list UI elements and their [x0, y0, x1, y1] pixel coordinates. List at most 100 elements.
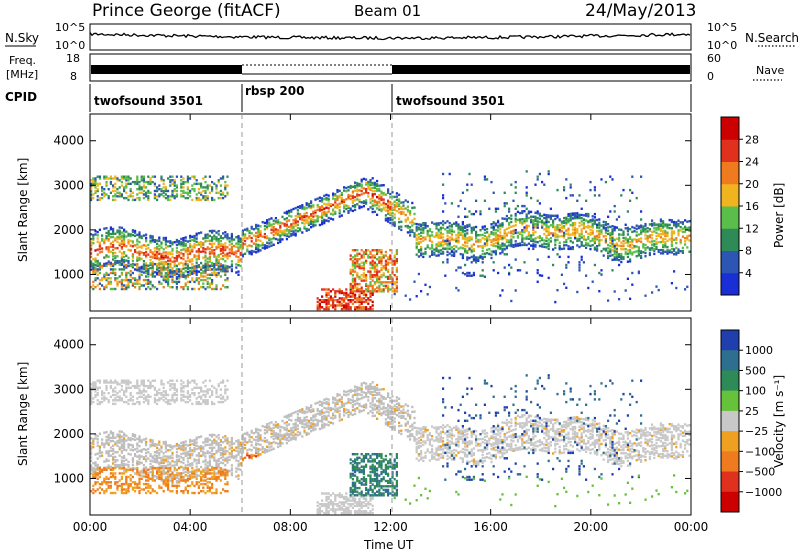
power-cell [382, 274, 385, 277]
power-cell [501, 234, 504, 238]
power-cell [114, 277, 117, 280]
power-cell [268, 218, 271, 221]
velocity-cell [138, 457, 141, 461]
power-cell [411, 229, 414, 232]
power-cell [677, 232, 680, 235]
power-cell [182, 257, 185, 261]
power-cell [123, 238, 126, 241]
power-cell [547, 170, 550, 173]
velocity-cell [125, 400, 128, 404]
velocity-cell [160, 456, 163, 460]
power-cell [503, 232, 506, 235]
velocity-cell [158, 484, 161, 488]
power-cell [369, 182, 372, 185]
power-cell [483, 225, 486, 228]
power-colorbar-tick-0: 4 [745, 267, 752, 280]
power-cell [536, 212, 539, 215]
power-cell [120, 184, 123, 187]
power-cell [241, 245, 244, 248]
power-cell [204, 270, 207, 273]
power-cell [191, 268, 194, 271]
power-cell [472, 271, 475, 275]
power-cell [505, 234, 508, 237]
power-cell [235, 250, 238, 253]
power-cell [360, 288, 363, 291]
power-cell [508, 273, 511, 276]
velocity-cell [123, 445, 126, 448]
power-cell [186, 175, 189, 178]
power-cell [631, 238, 634, 242]
power-cell [307, 206, 310, 209]
velocity-cell [142, 393, 145, 397]
velocity-cell [147, 474, 150, 477]
velocity-cell [136, 384, 139, 388]
velocity-cell [134, 490, 137, 493]
power-cell [499, 231, 502, 234]
power-cell [323, 307, 326, 311]
power-cell [153, 239, 156, 242]
power-cell [158, 262, 161, 266]
velocity-cell [107, 441, 110, 445]
power-cell [354, 261, 357, 264]
power-cell [534, 215, 537, 218]
power-cell [142, 193, 145, 196]
power-cell [197, 243, 200, 246]
velocity-cell [147, 486, 150, 489]
power-cell [589, 231, 592, 235]
power-cell [109, 236, 112, 239]
power-cell [149, 179, 152, 182]
power-cell [96, 248, 99, 251]
power-cell [466, 183, 469, 186]
power-cell [576, 215, 579, 218]
power-cell [670, 220, 673, 224]
power-cell [92, 280, 95, 284]
power-cell [536, 210, 539, 213]
power-cell [208, 284, 211, 287]
power-cell [191, 277, 194, 280]
power-cell [186, 275, 189, 278]
power-cell [468, 237, 471, 240]
power-cell [90, 237, 93, 241]
power-cell [609, 232, 612, 235]
power-cell [167, 189, 170, 193]
power-cell [442, 196, 445, 200]
power-cell [195, 232, 198, 235]
power-cell [340, 299, 343, 302]
power-cell [301, 216, 304, 220]
power-cell [453, 244, 456, 248]
power-cell [439, 234, 442, 238]
power-cell [145, 255, 148, 259]
power-cell [120, 286, 123, 289]
power-cell [565, 286, 568, 289]
power-cell [237, 259, 240, 262]
power-cell [120, 287, 123, 291]
velocity-cell [112, 390, 115, 393]
power-cell [376, 184, 379, 188]
power-cell [362, 275, 365, 279]
power-cell [376, 183, 379, 186]
velocity-cell [158, 392, 161, 395]
power-cell [598, 232, 601, 236]
velocity-cell [145, 399, 148, 402]
power-cell [598, 290, 601, 293]
power-cell [534, 222, 537, 226]
power-cell [230, 248, 233, 252]
power-cell [609, 250, 612, 253]
power-cell [103, 227, 106, 230]
velocity-cell [125, 434, 128, 437]
power-cell [543, 213, 546, 216]
power-cell [263, 244, 266, 247]
power-cell [92, 267, 95, 270]
power-cell [127, 284, 130, 287]
velocity-cell [114, 381, 117, 384]
power-cell [439, 226, 442, 230]
power-cell [318, 299, 321, 302]
power-cell [626, 239, 629, 243]
velocity-cell [145, 467, 148, 471]
power-cell [351, 261, 354, 264]
power-cell [290, 223, 293, 226]
power-cell [380, 282, 383, 286]
power-cell [160, 270, 163, 273]
power-cell [360, 193, 363, 196]
velocity-cell [129, 484, 132, 488]
